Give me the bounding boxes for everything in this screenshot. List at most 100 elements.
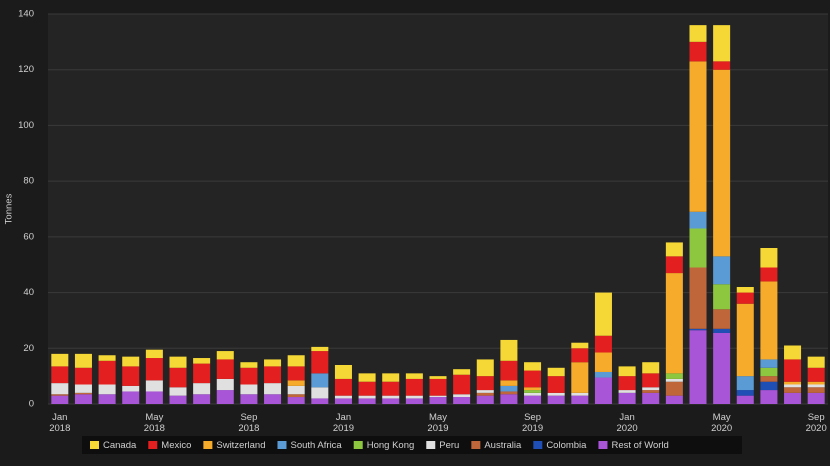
legend-label: Hong Kong: [367, 440, 415, 451]
bar-segment: [287, 355, 305, 367]
bar-segment: [169, 367, 187, 388]
bar-segment: [122, 356, 140, 367]
bar-segment: [453, 397, 471, 404]
legend-box: [82, 436, 742, 454]
bar-segment: [145, 358, 163, 381]
legend-swatch: [203, 441, 213, 449]
bar-segment: [476, 395, 494, 404]
bar-segment: [594, 292, 612, 336]
bar-segment: [287, 380, 305, 386]
bar-segment: [713, 61, 731, 70]
bar-segment: [334, 378, 352, 396]
bar-segment: [169, 395, 187, 404]
bar-segment: [122, 391, 140, 404]
bar-segment: [287, 397, 305, 404]
bar-segment: [642, 373, 660, 388]
bar-segment: [358, 398, 376, 404]
bar-segment: [713, 284, 731, 310]
bar-segment: [665, 395, 683, 404]
bar-segment: [689, 211, 707, 229]
bar-segment: [240, 384, 258, 395]
bar-segment: [311, 351, 329, 374]
bar-segment: [665, 378, 683, 382]
bar-segment: [618, 390, 636, 393]
x-tick-label: Sep 2020: [806, 412, 827, 434]
bar-segment: [429, 395, 447, 398]
bar-segment: [571, 395, 589, 404]
legend-label: Australia: [484, 440, 522, 451]
bar-segment: [760, 248, 778, 268]
legend-label: Colombia: [546, 440, 587, 451]
bar-segment: [571, 342, 589, 349]
bar-segment: [405, 378, 423, 396]
bar-segment: [547, 395, 565, 404]
bar-segment: [240, 367, 258, 385]
legend-swatch: [533, 441, 543, 449]
plot-area: [48, 14, 828, 404]
bar-segment: [500, 391, 518, 395]
y-tick-label: 60: [23, 231, 34, 242]
bar-segment: [784, 387, 802, 393]
legend-label: Peru: [439, 440, 459, 451]
bar-segment: [193, 383, 211, 395]
bar-segment: [311, 346, 329, 352]
bar-segment: [311, 398, 329, 404]
bar-segment: [736, 303, 754, 377]
bar-segment: [736, 390, 754, 396]
bar-segment: [264, 383, 282, 395]
legend-label: Switzerland: [216, 440, 265, 451]
bar-segment: [334, 395, 352, 399]
bar-segment: [689, 25, 707, 42]
bar-segment: [429, 397, 447, 404]
legend-swatch: [426, 441, 436, 449]
bar-segment: [287, 385, 305, 395]
bar-segment: [665, 242, 683, 257]
bar-segment: [524, 395, 542, 404]
bar-segment: [784, 359, 802, 382]
legend-swatch: [148, 441, 158, 449]
bar-segment: [689, 61, 707, 212]
bar-segment: [594, 352, 612, 372]
bar-segment: [760, 281, 778, 360]
bar-segment: [500, 385, 518, 392]
bar-segment: [760, 267, 778, 282]
bar-segment: [618, 366, 636, 377]
bar-segment: [642, 390, 660, 393]
bar-segment: [240, 394, 258, 404]
bar-segment: [98, 360, 116, 385]
bar-segment: [145, 391, 163, 404]
bar-segment: [524, 390, 542, 393]
bar-segment: [642, 387, 660, 391]
bar-segment: [405, 395, 423, 399]
bar-segment: [193, 358, 211, 364]
bar-segment: [524, 362, 542, 371]
bar-segment: [547, 392, 565, 396]
bar-segment: [453, 394, 471, 398]
bar-segment: [689, 267, 707, 329]
bar-segment: [807, 392, 825, 404]
bar-segment: [216, 359, 234, 379]
bar-segment: [311, 387, 329, 399]
bar-segment: [736, 292, 754, 304]
bar-segment: [264, 366, 282, 384]
bar-segment: [169, 356, 187, 368]
bar-segment: [500, 380, 518, 386]
bar-segment: [524, 387, 542, 391]
bar-segment: [571, 362, 589, 393]
bar-segment: [713, 332, 731, 404]
bar-segment: [665, 273, 683, 374]
bar-segment: [51, 394, 69, 396]
bar-segment: [524, 370, 542, 388]
bar-segment: [665, 373, 683, 379]
x-tick-label: Jan 2020: [617, 412, 638, 434]
bar-segment: [736, 376, 754, 391]
bar-segment: [216, 378, 234, 391]
bar-segment: [760, 390, 778, 404]
x-tick-label: May 2019: [427, 412, 448, 434]
bar-segment: [571, 392, 589, 396]
bar-segment: [51, 395, 69, 404]
bar-segment: [382, 398, 400, 404]
y-tick-label: 40: [23, 287, 34, 298]
bar-segment: [642, 392, 660, 404]
